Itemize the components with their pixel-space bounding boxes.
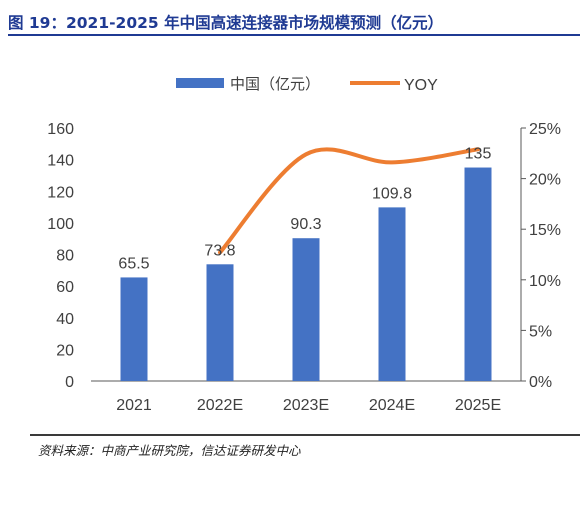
chart: 中国（亿元） YOY 0 20 40 60 80 100 120 140 160 0% 5% 10% 15…	[0, 40, 588, 432]
legend: 中国（亿元） YOY	[176, 76, 438, 94]
left-tick-label: 100	[47, 216, 74, 233]
right-tick-label: 0%	[529, 374, 552, 391]
x-tick-label: 2021	[116, 397, 152, 414]
legend-label-line: YOY	[404, 77, 438, 94]
x-tick-label: 2022E	[197, 397, 243, 414]
bars	[121, 168, 492, 381]
bar	[465, 168, 492, 381]
right-tick-label: 10%	[529, 273, 561, 290]
right-tick-label: 5%	[529, 323, 552, 340]
x-tick-label: 2025E	[455, 397, 501, 414]
left-tick-label: 160	[47, 121, 74, 138]
legend-label-bar: 中国（亿元）	[230, 76, 320, 93]
source-note: 资料来源：中商产业研究院，信达证券研发中心	[38, 440, 301, 459]
bar	[207, 264, 234, 381]
bar-value-label: 65.5	[118, 255, 149, 272]
right-tick-label: 25%	[529, 121, 561, 138]
left-tick-label: 140	[47, 153, 74, 170]
yoy-series-line	[220, 149, 478, 252]
figure-title: 图 19：2021-2025 年中国高速连接器市场规模预测（亿元）	[8, 10, 580, 36]
left-tick-label: 120	[47, 184, 74, 201]
x-tick-label: 2024E	[369, 397, 415, 414]
right-tick-label: 20%	[529, 172, 561, 189]
left-tick-label: 60	[56, 279, 74, 296]
source-divider	[30, 434, 580, 436]
left-tick-label: 40	[56, 311, 74, 328]
bar	[293, 238, 320, 381]
left-tick-label: 80	[56, 248, 74, 265]
bar	[121, 277, 148, 381]
bar	[379, 207, 406, 381]
bar-value-label: 90.3	[290, 216, 321, 233]
left-tick-label: 20	[56, 342, 74, 359]
bar-value-label: 109.8	[372, 185, 412, 202]
x-tick-label: 2023E	[283, 397, 329, 414]
yoy-line	[220, 149, 478, 252]
right-tick-label: 15%	[529, 222, 561, 239]
legend-swatch-bar	[176, 78, 224, 88]
left-tick-label: 0	[65, 374, 74, 391]
bar-value-label: 73.8	[204, 242, 235, 259]
bar-value-label: 135	[465, 146, 492, 163]
